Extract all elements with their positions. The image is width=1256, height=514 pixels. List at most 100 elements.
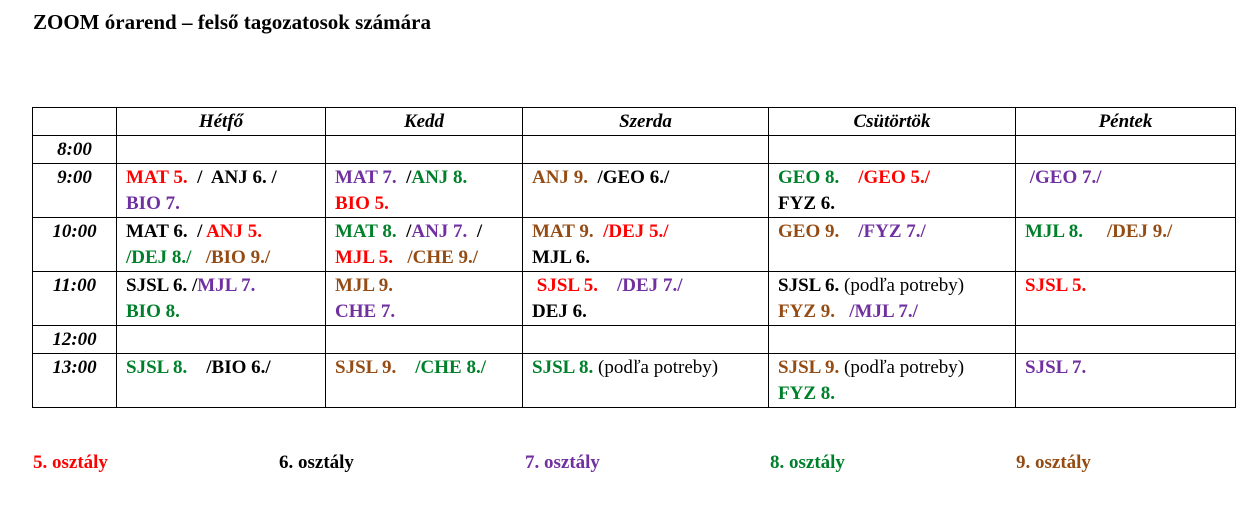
lesson-line: BIO 8. xyxy=(126,299,316,325)
lesson-segment: MJL 6. xyxy=(532,247,591,268)
lesson-line: SJSL 5. xyxy=(1025,273,1226,299)
lesson-line: FYZ 9. /MJL 7./ xyxy=(778,299,1006,325)
lesson-segment: SJSL 8. xyxy=(126,357,188,378)
header-day-thursday: Csütörtök xyxy=(768,107,1016,136)
lesson-cell-monday: MAT 6. / ANJ 5./DEJ 8./ /BIO 9./ xyxy=(116,217,326,272)
lesson-segment: MJL 9. xyxy=(335,275,394,296)
lesson-line: SJSL 9. (podľa potreby) xyxy=(778,355,1006,381)
legend-item: 7. osztály xyxy=(525,452,600,473)
lesson-segment: /CHE 9./ xyxy=(393,247,479,268)
lesson-segment: /GEO 6./ xyxy=(587,167,670,188)
lesson-line: /GEO 7./ xyxy=(1025,165,1226,191)
lesson-line: /DEJ 8./ /BIO 9./ xyxy=(126,245,316,271)
lesson-segment: MJL 7. xyxy=(197,275,256,296)
lesson-segment: SJSL 9. xyxy=(778,357,840,378)
lesson-cell-wednesday: SJSL 5. /DEJ 7./DEJ 6. xyxy=(522,271,769,326)
lesson-line: MJL 5. /CHE 9./ xyxy=(335,245,513,271)
lesson-segment: /DEJ 9./ xyxy=(1083,221,1173,242)
lesson-cell-tuesday xyxy=(325,135,523,164)
table-row: 11:00 SJSL 6. /MJL 7. BIO 8. MJL 9. CHE 7. S… xyxy=(32,271,1236,326)
lesson-segment: / xyxy=(467,221,483,242)
legend-item: 8. osztály xyxy=(770,452,845,473)
lesson-line: MJL 6. xyxy=(532,245,759,271)
header-day-tuesday: Kedd xyxy=(325,107,523,136)
lesson-line: SJSL 5. /DEJ 7./ xyxy=(532,273,759,299)
lesson-segment: ANJ 7. xyxy=(411,221,468,242)
lesson-line: MAT 9. /DEJ 5./ xyxy=(532,219,759,245)
lesson-cell-thursday: SJSL 6. (podľa potreby) FYZ 9. /MJL 7./ xyxy=(768,271,1016,326)
lesson-segment: (podľa potreby) xyxy=(593,357,719,378)
lesson-segment: (podľa potreby) xyxy=(839,275,965,296)
lesson-cell-friday: SJSL 5. xyxy=(1015,271,1236,326)
lesson-segment: MJL 8. xyxy=(1025,221,1084,242)
lesson-cell-friday xyxy=(1015,135,1236,164)
lesson-cell-wednesday xyxy=(522,135,769,164)
lesson-cell-wednesday: ANJ 9. /GEO 6./ xyxy=(522,163,769,218)
legend-item: 9. osztály xyxy=(1016,452,1091,473)
lesson-line: BIO 7. xyxy=(126,191,316,217)
lesson-line: FYZ 6. xyxy=(778,191,1006,217)
header-day-monday: Hétfő xyxy=(116,107,326,136)
page-title: ZOOM órarend – felső tagozatosok számára xyxy=(33,10,431,34)
lesson-segment: FYZ 9. xyxy=(778,301,835,322)
lesson-line: SJSL 8. /BIO 6./ xyxy=(126,355,316,381)
lesson-segment: / xyxy=(187,221,207,242)
lesson-line: GEO 9. /FYZ 7./ xyxy=(778,219,1006,245)
lesson-line: BIO 5. xyxy=(335,191,513,217)
header-day-friday: Péntek xyxy=(1015,107,1236,136)
lesson-segment: SJSL 7. xyxy=(1025,357,1087,378)
lesson-segment: ANJ 8. xyxy=(411,167,468,188)
lesson-cell-wednesday: MAT 9. /DEJ 5./MJL 6. xyxy=(522,217,769,272)
lesson-segment: SJSL 8. xyxy=(532,357,594,378)
lesson-line: MAT 6. / ANJ 5. xyxy=(126,219,316,245)
lesson-cell-thursday: GEO 8. /GEO 5./FYZ 6. xyxy=(768,163,1016,218)
lesson-segment: GEO 9. xyxy=(778,221,840,242)
lesson-segment: MAT 7. xyxy=(335,167,397,188)
timetable-body: 8:00 9:00 MAT 5. / ANJ 6. / BIO 7. MAT 7. /A… xyxy=(32,135,1236,408)
lesson-segment: /BIO 9./ xyxy=(191,247,271,268)
lesson-line: ANJ 9. /GEO 6./ xyxy=(532,165,759,191)
lesson-segment: BIO 8. xyxy=(126,301,180,322)
lesson-segment: ANJ 6. / xyxy=(210,167,277,188)
lesson-cell-monday xyxy=(116,325,326,354)
lesson-cell-monday: SJSL 6. /MJL 7. BIO 8. xyxy=(116,271,326,326)
lesson-segment: DEJ 6. xyxy=(532,301,587,322)
lesson-cell-tuesday: MAT 8. /ANJ 7. / MJL 5. /CHE 9./ xyxy=(325,217,523,272)
lesson-segment: / xyxy=(396,167,412,188)
lesson-line: SJSL 6. /MJL 7. xyxy=(126,273,316,299)
lesson-segment: /DEJ 8./ xyxy=(126,247,192,268)
time-cell: 9:00 xyxy=(32,163,117,218)
lesson-segment: / xyxy=(187,275,198,296)
lesson-segment: SJSL 6. xyxy=(126,275,188,296)
lesson-cell-wednesday: SJSL 8. (podľa potreby) xyxy=(522,353,769,408)
lesson-cell-monday: MAT 5. / ANJ 6. / BIO 7. xyxy=(116,163,326,218)
lesson-segment: MAT 9. xyxy=(532,221,594,242)
lesson-segment: / xyxy=(187,167,211,188)
lesson-cell-monday: SJSL 8. /BIO 6./ xyxy=(116,353,326,408)
lesson-cell-tuesday: MJL 9. CHE 7. xyxy=(325,271,523,326)
lesson-segment: / xyxy=(396,221,412,242)
lesson-segment: SJSL 5. xyxy=(1025,275,1087,296)
lesson-segment: MJL 5. xyxy=(335,247,394,268)
time-cell: 12:00 xyxy=(32,325,117,354)
lesson-line: SJSL 8. (podľa potreby) xyxy=(532,355,759,381)
lesson-line: MJL 9. xyxy=(335,273,513,299)
table-row: 12:00 xyxy=(32,325,1236,354)
lesson-cell-friday: /GEO 7./ xyxy=(1015,163,1236,218)
lesson-segment: MAT 8. xyxy=(335,221,397,242)
lesson-cell-thursday: SJSL 9. (podľa potreby) FYZ 8. xyxy=(768,353,1016,408)
lesson-cell-thursday xyxy=(768,325,1016,354)
lesson-segment: SJSL 5. xyxy=(532,275,599,296)
lesson-segment: /MJL 7./ xyxy=(835,301,918,322)
lesson-line: MAT 7. /ANJ 8. xyxy=(335,165,513,191)
lesson-cell-tuesday xyxy=(325,325,523,354)
time-cell: 8:00 xyxy=(32,135,117,164)
lesson-cell-friday xyxy=(1015,325,1236,354)
lesson-segment: /GEO 5./ xyxy=(839,167,931,188)
lesson-cell-thursday: GEO 9. /FYZ 7./ xyxy=(768,217,1016,272)
lesson-segment: /FYZ 7./ xyxy=(839,221,926,242)
lesson-line: SJSL 7. xyxy=(1025,355,1226,381)
legend-item: 5. osztály xyxy=(33,452,108,473)
table-row: 10:00 MAT 6. / ANJ 5./DEJ 8./ /BIO 9./MAT… xyxy=(32,217,1236,272)
lesson-line: SJSL 6. (podľa potreby) xyxy=(778,273,1006,299)
